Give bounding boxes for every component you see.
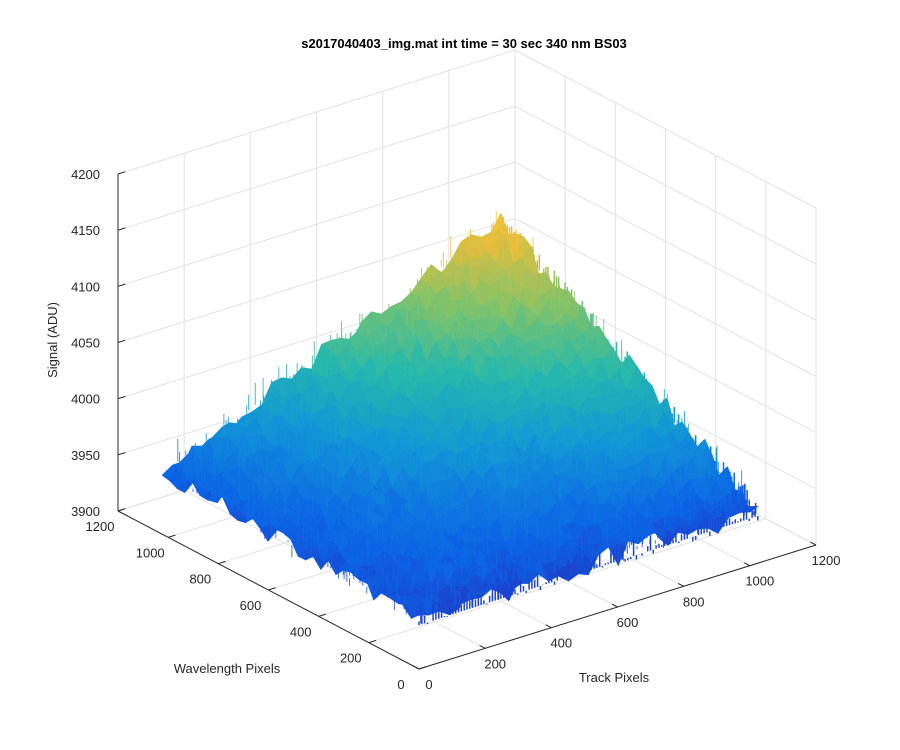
y-tick-label: 400 xyxy=(290,624,312,639)
y-tick-label: 0 xyxy=(397,677,404,692)
x-tick-label: 0 xyxy=(425,677,432,692)
z-tick xyxy=(117,339,126,343)
chart-title: s2017040403_img.mat int time = 30 sec 34… xyxy=(301,36,627,51)
z-tick-label: 4100 xyxy=(71,279,100,294)
y-tick-label: 1000 xyxy=(136,545,165,560)
z-tick-label: 4200 xyxy=(71,167,100,182)
z-axis-label: Signal (ADU) xyxy=(45,302,60,378)
x-tick xyxy=(810,541,817,546)
grid-line xyxy=(514,161,817,321)
y-axis-label: Wavelength Pixels xyxy=(174,661,281,676)
x-tick xyxy=(611,603,618,608)
x-tick-label: 1000 xyxy=(745,574,774,589)
grid-line xyxy=(514,105,817,265)
x-tick xyxy=(677,582,684,587)
z-tick-label: 4000 xyxy=(71,392,100,407)
y-tick xyxy=(318,613,327,617)
y-tick xyxy=(268,587,276,591)
z-tick xyxy=(117,508,126,512)
y-tick xyxy=(418,666,427,670)
z-tick-label: 3950 xyxy=(71,448,100,463)
z-tick xyxy=(117,171,126,175)
x-tick-label: 600 xyxy=(617,615,639,630)
x-tick xyxy=(413,665,420,670)
z-tick-label: 3900 xyxy=(71,504,100,519)
grid-line xyxy=(117,218,516,343)
surface xyxy=(161,210,759,626)
grid-line xyxy=(117,161,516,287)
y-tick xyxy=(368,639,377,644)
grid-line xyxy=(117,49,516,175)
y-tick xyxy=(218,560,226,565)
y-tick xyxy=(168,534,176,538)
x-tick-label: 800 xyxy=(683,594,705,609)
grid-line xyxy=(514,49,817,209)
z-tick xyxy=(117,395,126,400)
z-tick xyxy=(117,227,126,231)
x-tick xyxy=(545,624,552,629)
z-tick xyxy=(117,452,126,456)
y-tick-label: 200 xyxy=(340,651,362,666)
x-tick xyxy=(744,562,751,567)
z-tick-label: 4050 xyxy=(71,336,100,351)
y-tick-label: 600 xyxy=(240,598,262,613)
x-tick-label: 200 xyxy=(484,656,506,671)
axes xyxy=(117,171,817,670)
z-tick xyxy=(117,283,126,287)
z-tick-label: 4150 xyxy=(71,223,100,238)
tick-labels: 0 200 400 600 800 1000 1200 0 200 400 600 800 1000 12… xyxy=(71,167,840,692)
grid-line xyxy=(117,105,516,231)
x-tick-label: 1200 xyxy=(812,553,841,568)
x-tick-label: 400 xyxy=(550,636,572,651)
grid-line xyxy=(514,218,817,377)
grid-line xyxy=(368,518,766,644)
y-tick-label: 1200 xyxy=(86,519,115,534)
x-tick xyxy=(479,644,486,649)
x-axis-label: Track Pixels xyxy=(579,670,650,685)
y-tick-label: 800 xyxy=(189,572,211,587)
